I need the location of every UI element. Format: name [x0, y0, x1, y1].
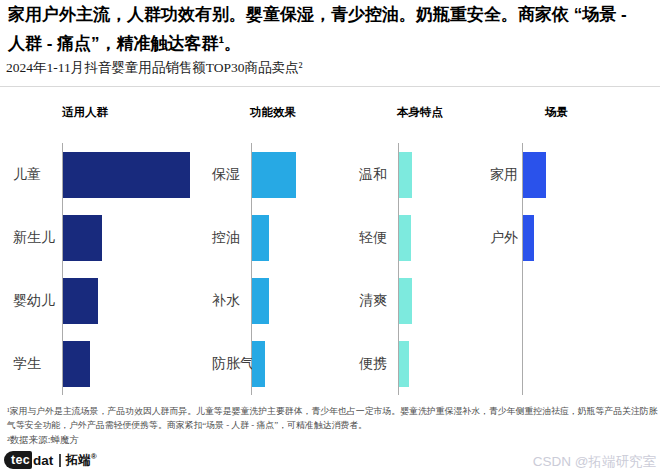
logo-tec-badge: tec [4, 451, 32, 469]
bar-label: 保湿 [212, 152, 240, 198]
tecdat-logo: tecdat 拓端® [4, 451, 97, 469]
bar-label: 轻便 [359, 215, 387, 261]
bar [252, 215, 269, 261]
bar-label: 控油 [212, 215, 240, 261]
bar-label: 清爽 [359, 278, 387, 324]
bar-label: 防胀气 [212, 341, 254, 387]
page-title: 家用户外主流，人群功效有别。婴童保湿，青少控油。奶瓶重安全。商家依 “场景 - … [8, 0, 645, 58]
csdn-watermark: CSDN @拓端研究室 [533, 453, 656, 471]
bar-label: 儿童 [13, 152, 41, 198]
logo-chinese-name: 拓端® [66, 452, 97, 469]
bar [399, 215, 411, 261]
bar [523, 215, 534, 261]
divider-line [0, 86, 660, 87]
bar-label: 户外 [490, 215, 518, 261]
bar-label: 温和 [359, 152, 387, 198]
group-header-3: 本身特点 [397, 105, 443, 120]
bar [399, 278, 412, 324]
logo-dat-text: dat [32, 453, 53, 468]
bar-label: 新生儿 [13, 215, 55, 261]
bar-chart: 适用人群儿童新生儿婴幼儿学生 功能效果保湿控油补水防胀气 本身特点温和轻便清爽便携 场… [0, 95, 660, 400]
bar [252, 278, 269, 324]
logo-separator [59, 454, 61, 467]
bar [63, 215, 102, 261]
data-source: ²数据来源:蝉魔方 [7, 434, 79, 447]
bar [399, 341, 409, 387]
bar [252, 341, 265, 387]
bar [252, 152, 296, 198]
registered-mark: ® [91, 451, 97, 460]
bar [63, 152, 190, 198]
report-page: 家用户外主流，人群功效有别。婴童保湿，青少控油。奶瓶重安全。商家依 “场景 - … [0, 0, 660, 476]
group-header-4: 场景 [545, 105, 568, 120]
bar-label: 学生 [13, 341, 41, 387]
bar [63, 278, 98, 324]
group-header-2: 功能效果 [250, 105, 296, 120]
chart-subtitle: 2024年1-11月抖音婴童用品销售额TOP30商品卖点² [6, 59, 303, 77]
bar [63, 341, 90, 387]
bar [523, 152, 546, 198]
bar-label: 补水 [212, 278, 240, 324]
bar-label: 便携 [359, 341, 387, 387]
group-header-1: 适用人群 [62, 105, 108, 120]
bar-label: 家用 [490, 152, 518, 198]
bar [399, 152, 412, 198]
footnote-text: ¹家用与户外是主流场景，产品功效因人群而异。儿童等是婴童洗护主要群体，青少年也占… [7, 404, 659, 432]
bar-label: 婴幼儿 [13, 278, 55, 324]
